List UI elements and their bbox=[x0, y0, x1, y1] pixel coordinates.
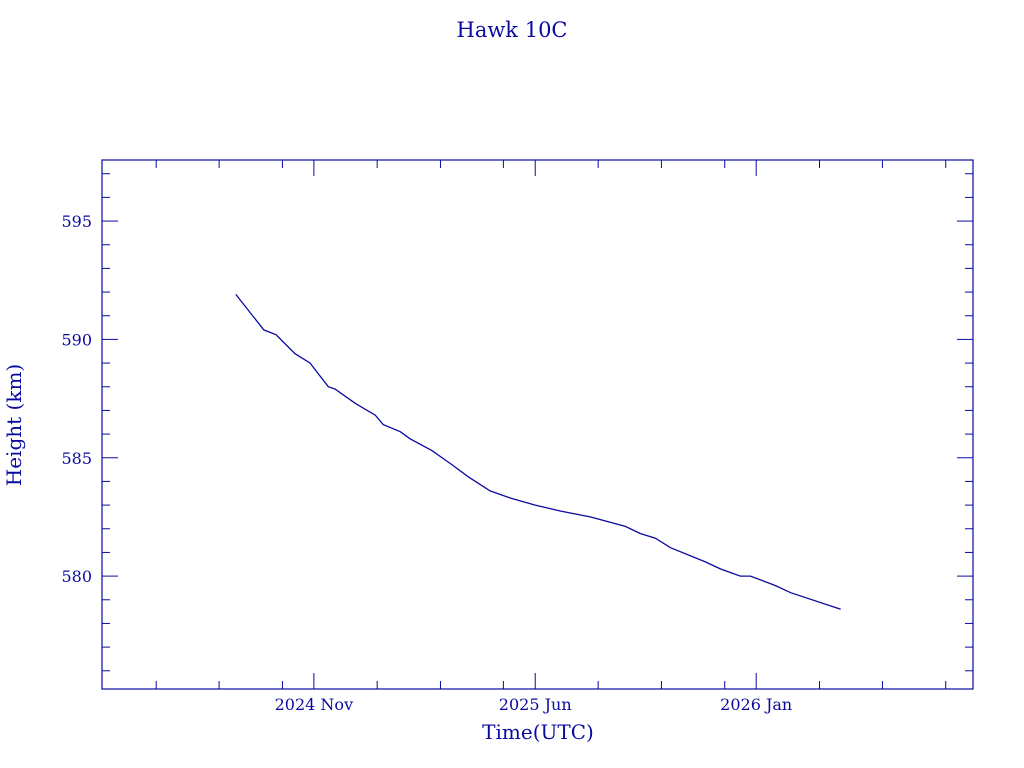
x-axis-label: Time(UTC) bbox=[482, 720, 594, 744]
series-line-hawk-10c bbox=[235, 293, 841, 610]
y-tick-label: 590 bbox=[61, 330, 92, 349]
x-tick-label: 2024 Nov bbox=[275, 695, 353, 714]
chart-title: Hawk 10C bbox=[457, 18, 568, 42]
y-tick-label: 580 bbox=[61, 567, 92, 586]
x-tick-label: 2025 Jun bbox=[499, 695, 572, 714]
plot-frame bbox=[101, 159, 974, 690]
tick-labels: 2024 Nov 2025 Jun 2026 Jan 580 585 590 595 bbox=[61, 212, 792, 714]
y-tick-label: 585 bbox=[61, 449, 92, 468]
axis-ticks bbox=[102, 160, 973, 689]
x-tick-label: 2026 Jan bbox=[720, 695, 792, 714]
y-tick-label: 595 bbox=[61, 212, 92, 231]
y-axis-label: Height (km) bbox=[2, 364, 26, 486]
